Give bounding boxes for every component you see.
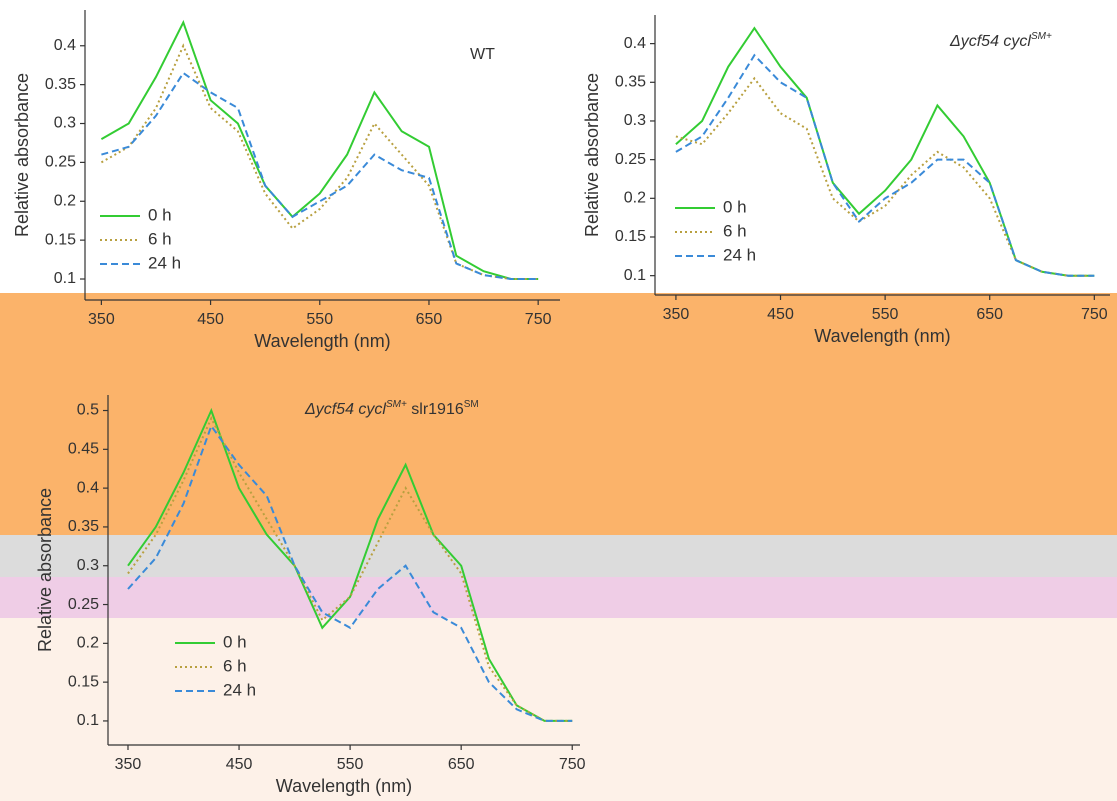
x-tick-label: 350 — [88, 311, 115, 328]
x-tick-label: 350 — [115, 756, 142, 773]
legend-label: 0 h — [223, 632, 247, 651]
x-axis-label: Wavelength (nm) — [276, 776, 412, 796]
legend-label: 0 h — [148, 205, 172, 224]
x-axis-label: Wavelength (nm) — [254, 331, 390, 351]
y-tick-label: 0.4 — [77, 479, 99, 496]
legend-label: 24 h — [223, 680, 256, 699]
y-tick-label: 0.1 — [624, 267, 646, 284]
series-line — [101, 71, 539, 280]
y-tick-label: 0.25 — [68, 596, 99, 613]
y-tick-label: 0.25 — [45, 154, 76, 171]
series-line — [675, 53, 1095, 277]
legend-label: 6 h — [148, 229, 172, 248]
y-tick-label: 0.4 — [624, 35, 646, 52]
x-tick-label: 550 — [872, 306, 899, 323]
y-tick-label: 0.15 — [615, 228, 646, 245]
title-part: SM+ — [1031, 31, 1052, 42]
y-tick-label: 0.2 — [624, 190, 646, 207]
title-part: WT — [470, 46, 495, 63]
legend-label: 0 h — [723, 197, 747, 216]
y-tick-label: 0.45 — [68, 441, 99, 458]
title-part: slr1916 — [407, 401, 464, 418]
y-tick-label: 0.2 — [54, 192, 76, 209]
series-line — [100, 19, 539, 280]
y-tick-label: 0.2 — [77, 635, 99, 652]
legend-label: 24 h — [148, 253, 181, 272]
x-tick-label: 750 — [1081, 306, 1108, 323]
x-tick-label: 450 — [197, 311, 224, 328]
x-tick-label: 550 — [306, 311, 333, 328]
y-tick-label: 0.5 — [77, 402, 99, 419]
series-line — [127, 423, 573, 722]
x-tick-label: 350 — [663, 306, 690, 323]
legend-label: 24 h — [723, 245, 756, 264]
y-axis-label: Relative absorbance — [35, 488, 55, 652]
y-tick-label: 0.3 — [77, 557, 99, 574]
title-part: SM+ — [386, 399, 407, 410]
series-line — [100, 43, 539, 280]
legend-label: 6 h — [723, 221, 747, 240]
series-line — [127, 407, 573, 722]
y-tick-label: 0.1 — [77, 712, 99, 729]
legend-label: 6 h — [223, 656, 247, 675]
x-tick-label: 650 — [416, 311, 443, 328]
x-tick-label: 750 — [525, 311, 552, 328]
title-part: Δycf54 cycl — [949, 33, 1031, 50]
y-axis-label: Relative absorbance — [12, 73, 32, 237]
band — [0, 577, 1117, 618]
series-line — [675, 76, 1095, 277]
y-tick-label: 0.35 — [45, 76, 76, 93]
x-tick-label: 450 — [226, 756, 253, 773]
y-tick-label: 0.15 — [68, 673, 99, 690]
chart-title: Δycf54 cyclSM+ slr1916SM — [304, 399, 479, 418]
x-tick-label: 650 — [448, 756, 475, 773]
y-tick-label: 0.35 — [615, 74, 646, 91]
band — [0, 618, 1117, 801]
chart-title: Δycf54 cyclSM+ — [949, 31, 1052, 50]
y-tick-label: 0.3 — [624, 112, 646, 129]
x-tick-label: 550 — [337, 756, 364, 773]
y-tick-label: 0.25 — [615, 151, 646, 168]
x-tick-label: 750 — [559, 756, 586, 773]
title-part: Δycf54 cycl — [304, 401, 386, 418]
x-tick-label: 450 — [767, 306, 794, 323]
y-tick-label: 0.15 — [45, 231, 76, 248]
y-tick-label: 0.35 — [68, 518, 99, 535]
x-tick-label: 650 — [976, 306, 1003, 323]
y-tick-label: 0.3 — [54, 115, 76, 132]
title-part: SM — [464, 399, 479, 410]
chart-title: WT — [470, 46, 495, 63]
y-axis-label: Relative absorbance — [582, 73, 602, 237]
band — [0, 535, 1117, 577]
y-tick-label: 0.1 — [54, 270, 76, 287]
x-axis-label: Wavelength (nm) — [814, 326, 950, 346]
y-tick-label: 0.4 — [54, 37, 76, 54]
series-line — [127, 415, 573, 722]
